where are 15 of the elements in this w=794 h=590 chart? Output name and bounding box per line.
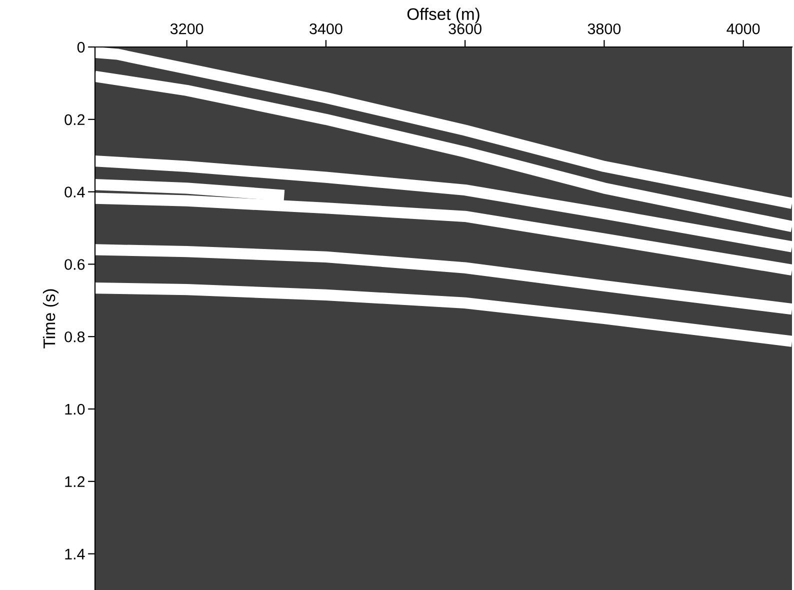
x-tick-label: 3800	[588, 23, 621, 34]
x-axis-title: Offset (m)	[407, 8, 480, 24]
x-tick-label: 3200	[170, 23, 204, 34]
y-axis-title: Time (s)	[42, 289, 58, 348]
y-tick-label: 1.0	[65, 404, 85, 415]
x-tick-label: 3400	[310, 23, 342, 34]
y-tick-label: 0.6	[64, 259, 85, 270]
y-tick-label: 0.4	[64, 186, 85, 198]
y-tick-label: 0	[77, 42, 85, 53]
y-tick-label: 0.2	[64, 114, 85, 126]
x-tick-label: 3600	[448, 23, 482, 34]
x-tick-label: 4000	[726, 23, 760, 34]
y-tick-label: 0.8	[64, 331, 85, 342]
y-tick-label: 1.2	[65, 476, 85, 487]
y-tick-label: 1.4	[65, 548, 85, 560]
